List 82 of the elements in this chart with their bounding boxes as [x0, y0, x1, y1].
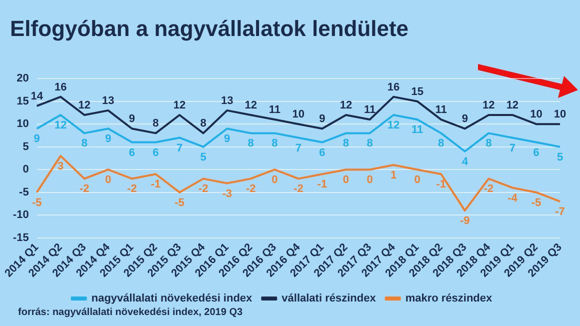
data-label: 9 — [319, 113, 326, 126]
data-label: 0 — [272, 174, 278, 186]
y-tick-label: 0 — [22, 164, 29, 176]
data-label: 12 — [244, 100, 257, 112]
data-label: -1 — [150, 178, 161, 191]
legend-label: makro részindex — [405, 292, 494, 305]
data-label: -3 — [222, 188, 232, 200]
data-label: 9 — [128, 113, 136, 126]
data-label: -1 — [317, 178, 328, 191]
y-tick-label: 10 — [16, 118, 29, 130]
data-label: 4 — [462, 156, 469, 168]
chart-title: Elfogyóban a nagyvállalatok lendülete — [10, 16, 409, 42]
data-label: 9 — [462, 113, 468, 126]
data-label: 10 — [292, 108, 305, 121]
data-label: 8 — [248, 138, 254, 150]
data-label: 5 — [556, 151, 564, 164]
data-label: 11 — [435, 104, 447, 116]
data-label: -7 — [555, 206, 565, 218]
data-label: -2 — [127, 183, 137, 196]
data-label: 12 — [78, 100, 91, 112]
data-label: -9 — [460, 215, 470, 228]
data-label: 12 — [340, 100, 352, 112]
data-label: 9 — [105, 133, 112, 146]
data-label: 14 — [30, 90, 44, 102]
data-label: -4 — [508, 192, 518, 204]
data-label: 3 — [58, 160, 64, 172]
data-label: 9 — [34, 133, 40, 146]
y-tick-label: 20 — [16, 72, 29, 85]
data-label: -5 — [531, 196, 542, 209]
data-label: -2 — [294, 183, 304, 196]
data-label: 6 — [152, 146, 159, 159]
legend-label: nagyvállalati növekedési index — [91, 292, 254, 305]
data-label: 6 — [533, 146, 540, 159]
data-label: 8 — [152, 118, 159, 130]
data-label: 16 — [387, 81, 400, 94]
data-label: 15 — [411, 86, 424, 98]
y-tick-label: 5 — [22, 140, 29, 153]
data-label: 13 — [102, 94, 114, 107]
data-label: 7 — [176, 142, 183, 154]
y-tick-label: -15 — [12, 232, 29, 244]
data-label: 12 — [387, 120, 400, 132]
data-label: -5 — [174, 196, 184, 209]
data-label: 11 — [364, 104, 376, 116]
data-label: 8 — [342, 138, 350, 150]
data-label: 13 — [220, 94, 234, 107]
data-label: 11 — [412, 124, 424, 136]
data-label: 12 — [482, 100, 495, 112]
text: forrás: nagyvállalati növekedési index, 2019 Q3 — [18, 307, 243, 318]
data-label: -2 — [198, 183, 208, 196]
data-label: 6 — [319, 146, 326, 159]
data-label: 8 — [438, 138, 444, 150]
data-label: 10 — [554, 108, 566, 121]
data-label: 5 — [200, 151, 206, 164]
data-label: 0 — [366, 174, 373, 186]
data-label: -2 — [80, 183, 90, 196]
data-label: 7 — [295, 142, 302, 154]
legend-label: vállalati részindex — [282, 292, 377, 305]
data-label: 8 — [200, 118, 206, 130]
y-tick-label: 15 — [16, 95, 29, 108]
y-tick-label: -10 — [12, 209, 29, 222]
data-label: 10 — [530, 108, 542, 121]
data-label: 1 — [390, 170, 397, 182]
data-label: 8 — [366, 138, 373, 150]
data-label: -2 — [246, 183, 256, 196]
data-label: -2 — [484, 183, 494, 196]
data-label: 8 — [272, 138, 278, 150]
data-label: 0 — [105, 174, 112, 186]
data-label: -5 — [32, 196, 42, 209]
data-label: 12 — [54, 120, 67, 132]
data-label: 6 — [128, 146, 136, 159]
data-label: 9 — [224, 133, 230, 146]
data-label: 7 — [509, 142, 516, 154]
data-label: 8 — [81, 138, 88, 150]
data-label: 0 — [414, 174, 420, 186]
data-label: 16 — [54, 81, 67, 94]
data-label: -1 — [436, 178, 446, 191]
data-label: 8 — [486, 138, 492, 150]
data-label: 12 — [173, 100, 186, 112]
y-tick-label: -5 — [19, 186, 29, 198]
data-label: 12 — [506, 100, 519, 112]
data-label: 0 — [342, 174, 350, 186]
data-label: 11 — [268, 104, 280, 116]
